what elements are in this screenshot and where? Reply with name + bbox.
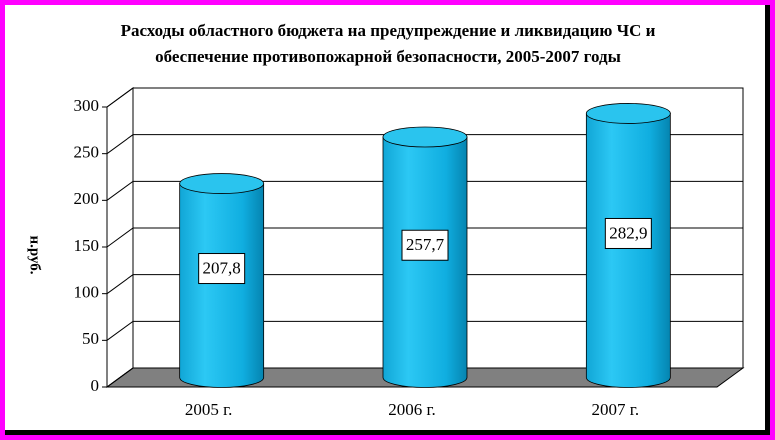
y-tick-label: 150 <box>74 236 100 255</box>
x-tick-label: 2007 г. <box>592 400 640 419</box>
grid-line <box>106 274 743 295</box>
title-line: Расходы областного бюджета на предупрежд… <box>121 21 656 40</box>
chart-title: Расходы областного бюджета на предупрежд… <box>121 21 656 66</box>
grid-line <box>106 87 743 108</box>
value-label: 282,9 <box>609 223 647 242</box>
cylinder-top <box>382 126 468 148</box>
grid-line <box>106 134 743 155</box>
y-tick-label: 200 <box>74 189 100 208</box>
cylinder-top <box>179 173 265 194</box>
grid-line <box>106 320 743 341</box>
y-tick-label: 300 <box>74 96 100 115</box>
y-axis-label: н.руб. <box>27 235 43 274</box>
grid-line <box>106 227 743 248</box>
cylinder <box>382 136 468 388</box>
grid-line <box>106 367 743 388</box>
value-label: 207,8 <box>203 258 241 277</box>
cylinder-top <box>585 103 671 124</box>
cylinder <box>585 113 671 388</box>
value-label-box <box>604 217 652 249</box>
y-tick-label: 50 <box>82 329 99 348</box>
value-label-box <box>401 229 449 261</box>
title-line: обеспечение противопожарной безопасности… <box>155 47 621 66</box>
y-tick-label: 250 <box>74 143 100 162</box>
cylinder <box>179 183 265 388</box>
x-tick-label: 2005 г. <box>185 400 233 419</box>
value-label: 257,7 <box>406 235 445 254</box>
y-tick-label: 100 <box>74 283 100 302</box>
grid-line <box>106 180 743 201</box>
y-tick-label: 0 <box>91 376 100 395</box>
value-label-box <box>198 253 246 285</box>
x-tick-label: 2006 г. <box>388 400 436 419</box>
